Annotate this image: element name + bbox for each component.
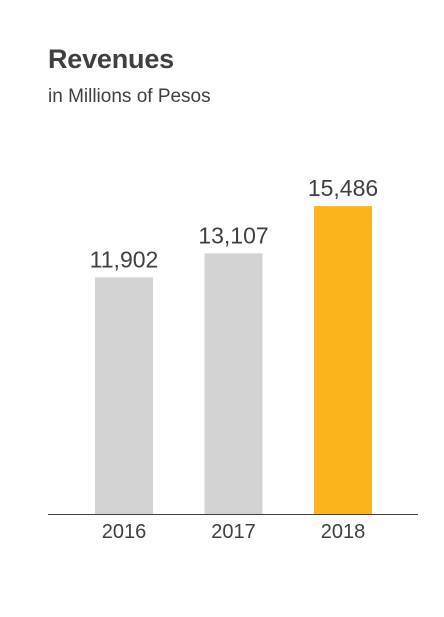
data-label-2017: 13,107 [198, 222, 268, 248]
chart-title: Revenues [48, 44, 174, 74]
data-labels-group: 11,902 13,107 15,486 [90, 175, 379, 272]
x-tick-label-2017: 2017 [211, 521, 256, 543]
bar-2016 [95, 277, 153, 514]
x-tick-label-2018: 2018 [321, 521, 366, 543]
chart-subtitle: in Millions of Pesos [48, 86, 211, 107]
bar-2018 [314, 206, 372, 514]
x-ticks-group: 2016 2017 2018 [102, 521, 366, 543]
data-label-2016: 11,902 [90, 246, 159, 272]
data-label-2018: 15,486 [308, 175, 378, 201]
bar-2017 [204, 253, 263, 514]
bars-group [95, 206, 372, 514]
x-tick-label-2016: 2016 [102, 521, 147, 543]
